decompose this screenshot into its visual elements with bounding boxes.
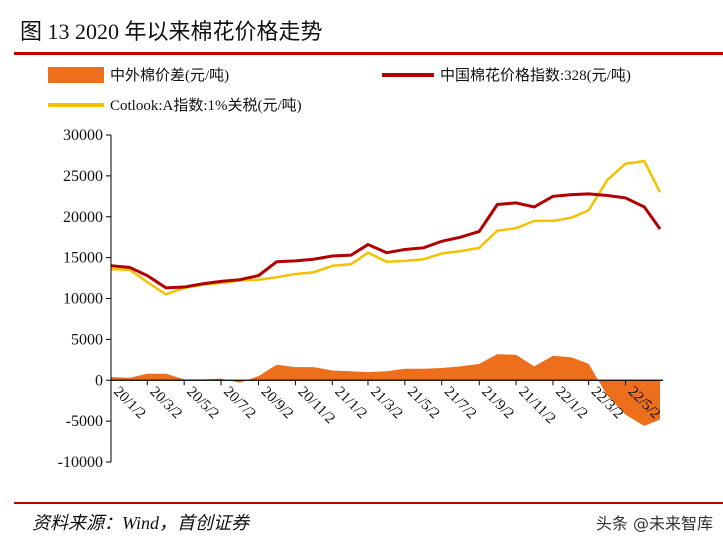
legend-swatch: [48, 102, 104, 107]
chart-title: 图 13 2020 年以来棉花价格走势: [20, 19, 323, 44]
y-tick-label: -5000: [66, 413, 103, 430]
x-tick-label: 20/7/2: [220, 384, 258, 422]
x-tick-label: 21/5/2: [404, 384, 442, 422]
x-tick-label: 21/7/2: [441, 384, 479, 422]
footer-rule: [14, 502, 723, 504]
y-tick-label: 0: [95, 372, 103, 389]
legend-swatch: [382, 72, 434, 77]
x-tick-label: 20/9/2: [258, 384, 296, 422]
x-tick-label: 21/11/2: [515, 384, 558, 427]
legend-item-cotlook: Cotlook:A指数:1%关税(元/吨): [48, 94, 302, 115]
legend-item-spread: 中外棉价差(元/吨): [48, 64, 229, 85]
legend-swatch: [48, 66, 104, 83]
legend-label: 中外棉价差(元/吨): [110, 68, 230, 84]
y-tick-label: 25000: [63, 168, 103, 185]
title-rule: [14, 52, 723, 55]
watermark: 头条 @未来智库: [595, 514, 713, 533]
y-tick-label: 30000: [63, 127, 103, 144]
y-tick-label: 20000: [63, 209, 103, 226]
legend-label: 中国棉花价格指数:328(元/吨): [440, 68, 631, 84]
series-spread-area: [111, 354, 660, 427]
x-tick-label: 20/11/2: [295, 384, 338, 427]
series-line-1: [110, 192, 662, 290]
source-note: 资料来源：Wind，首创证券: [32, 513, 250, 533]
x-tick-label: 20/3/2: [146, 384, 184, 422]
legend-label: Cotlook:A指数:1%关税(元/吨): [110, 98, 302, 114]
chart-plot: 30000 25000 20000 15000 10000 5000 0 -5000 -1000…: [58, 127, 663, 471]
x-tick-label: 20/1/2: [110, 384, 148, 422]
x-tick-label: 21/3/2: [367, 384, 405, 422]
y-tick-label: 15000: [63, 250, 103, 267]
x-tick-label: 20/5/2: [183, 384, 221, 422]
y-tick-label: 5000: [71, 331, 103, 348]
legend-item-china-index: 中国棉花价格指数:328(元/吨): [382, 64, 631, 85]
y-tick-label: -10000: [58, 454, 103, 471]
series-line-2: [110, 159, 662, 296]
y-tick-label: 10000: [63, 291, 103, 308]
x-tick-label: 21/9/2: [478, 384, 516, 422]
